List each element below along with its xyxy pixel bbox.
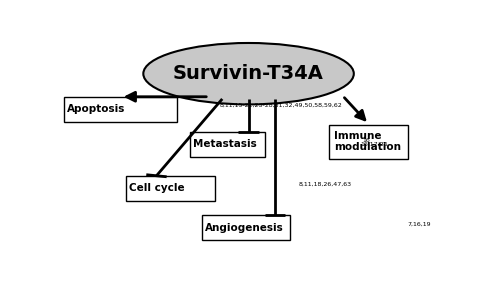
FancyBboxPatch shape xyxy=(201,215,289,241)
Text: Metastasis: Metastasis xyxy=(193,139,257,149)
Text: 16: 16 xyxy=(362,138,369,143)
Text: Cell cycle: Cell cycle xyxy=(129,183,185,193)
FancyBboxPatch shape xyxy=(329,125,408,159)
Text: 8,11,18,26,47,63: 8,11,18,26,47,63 xyxy=(298,182,351,187)
Text: Immune: Immune xyxy=(333,131,380,141)
Text: 7,16,19: 7,16,19 xyxy=(407,221,430,226)
Text: modulation: modulation xyxy=(333,142,400,152)
Ellipse shape xyxy=(143,43,353,104)
Text: 16,17,26: 16,17,26 xyxy=(360,142,387,147)
Text: 8,11,15-21,23-28,31,32,49,50,58,59,62: 8,11,15-21,23-28,31,32,49,50,58,59,62 xyxy=(219,103,342,108)
Text: Angiogenesis: Angiogenesis xyxy=(204,223,283,233)
Text: Survivin-T34A: Survivin-T34A xyxy=(173,64,323,83)
Text: Apoptosis: Apoptosis xyxy=(67,104,125,114)
FancyBboxPatch shape xyxy=(64,97,177,122)
FancyBboxPatch shape xyxy=(190,132,265,157)
FancyBboxPatch shape xyxy=(126,176,214,201)
